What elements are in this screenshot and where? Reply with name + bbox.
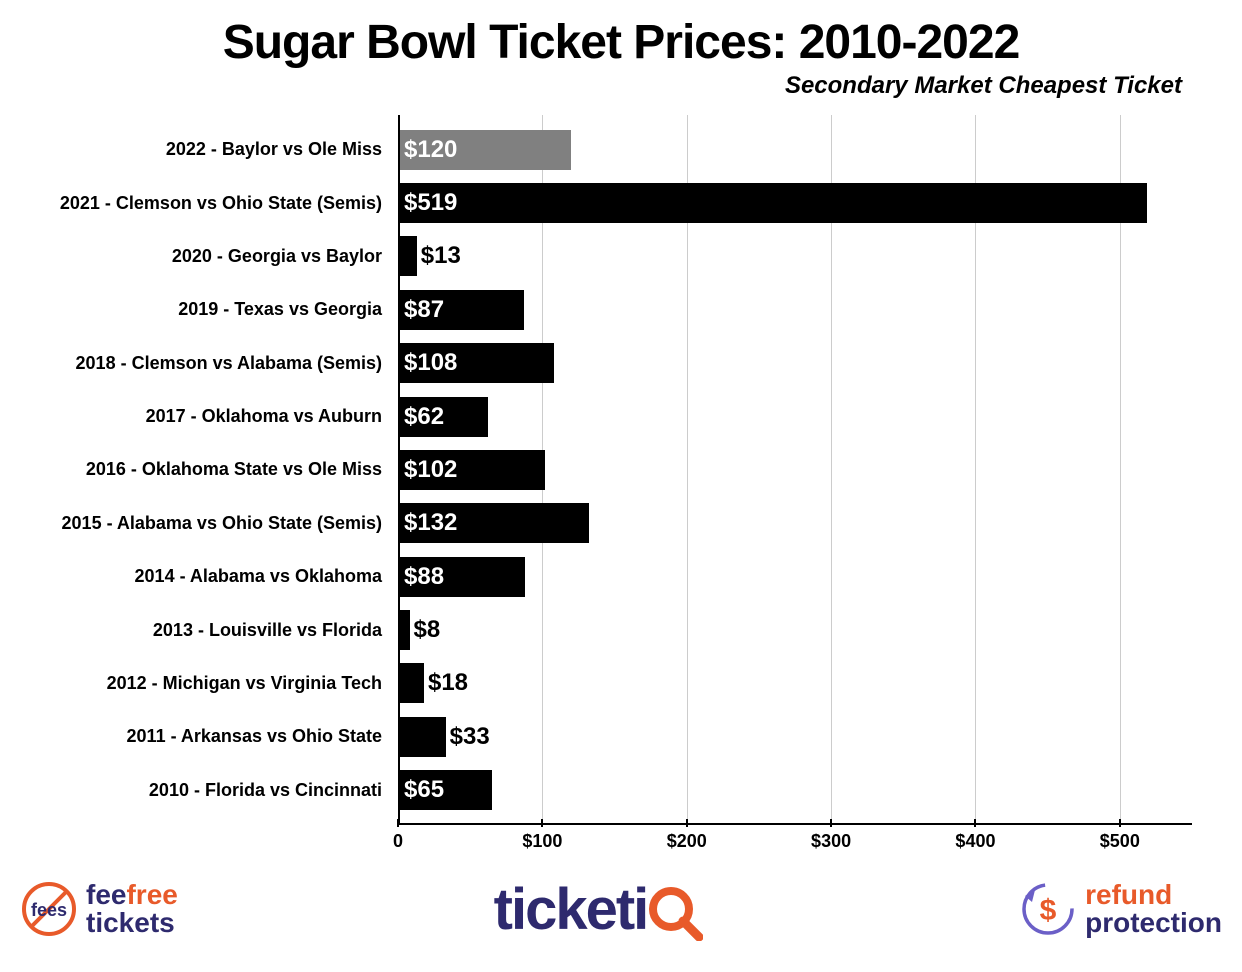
category-label: 2016 - Oklahoma State vs Ole Miss xyxy=(40,450,390,490)
category-label: 2017 - Oklahoma vs Auburn xyxy=(40,397,390,437)
bar-row: $120 xyxy=(398,130,1192,170)
feefree-logo: fees feefree tickets xyxy=(20,880,178,938)
y-axis-labels: 2022 - Baylor vs Ole Miss 2021 - Clemson … xyxy=(40,115,390,825)
x-tick-label: $400 xyxy=(955,831,995,852)
y-axis-line xyxy=(398,115,400,825)
bar-value-label: $8 xyxy=(414,616,441,644)
bar xyxy=(398,717,446,757)
bar-row: $62 xyxy=(398,397,1192,437)
bar-value-label: $87 xyxy=(404,296,444,324)
bar-value-label: $18 xyxy=(428,669,468,697)
category-label: 2019 - Texas vs Georgia xyxy=(40,290,390,330)
category-label: 2014 - Alabama vs Oklahoma xyxy=(40,557,390,597)
category-label: 2021 - Clemson vs Ohio State (Semis) xyxy=(40,183,390,223)
footer-logos: fees feefree tickets ticketi $ refund pr… xyxy=(20,864,1222,954)
category-label: 2020 - Georgia vs Baylor xyxy=(40,236,390,276)
bar-value-label: $102 xyxy=(404,456,457,484)
chart-area: 2022 - Baylor vs Ole Miss 2021 - Clemson … xyxy=(40,115,1202,855)
bar-row: $108 xyxy=(398,343,1192,383)
bar-row: $87 xyxy=(398,290,1192,330)
bar-row: $102 xyxy=(398,450,1192,490)
x-tick-label: $200 xyxy=(667,831,707,852)
bar-value-label: $108 xyxy=(404,349,457,377)
bar-value-label: $13 xyxy=(421,242,461,270)
bar-value-label: $62 xyxy=(404,403,444,431)
feefree-line1: feefree xyxy=(86,881,178,909)
bar-row: $18 xyxy=(398,663,1192,703)
category-label: 2011 - Arkansas vs Ohio State xyxy=(40,717,390,757)
bar xyxy=(398,236,417,276)
bar-row: $519 xyxy=(398,183,1192,223)
bar-value-label: $88 xyxy=(404,563,444,591)
bar-value-label: $65 xyxy=(404,776,444,804)
magnifier-q-icon xyxy=(647,885,703,941)
x-tick-label: $500 xyxy=(1100,831,1140,852)
refund-line1: refund xyxy=(1085,881,1222,909)
bar xyxy=(398,663,424,703)
ticketiq-logo: ticketi xyxy=(494,876,704,943)
x-axis-labels: 0$100$200$300$400$500 xyxy=(398,827,1192,855)
plot-area: $120 $519 $13 $87 $108 $62 $102 $132 $88 $8 $18 $33… xyxy=(398,115,1192,825)
chart-subtitle: Secondary Market Cheapest Ticket xyxy=(20,72,1222,100)
bar-value-label: $120 xyxy=(404,136,457,164)
no-fees-icon: fees xyxy=(20,880,78,938)
bar-row: $13 xyxy=(398,236,1192,276)
bar-row: $8 xyxy=(398,610,1192,650)
category-label: 2022 - Baylor vs Ole Miss xyxy=(40,130,390,170)
category-label: 2015 - Alabama vs Ohio State (Semis) xyxy=(40,503,390,543)
refund-line2: protection xyxy=(1085,909,1222,937)
x-tick-label: $100 xyxy=(522,831,562,852)
bar-value-label: $132 xyxy=(404,509,457,537)
refund-logo: $ refund protection xyxy=(1019,880,1222,938)
bar-value-label: $33 xyxy=(450,723,490,751)
bar-row: $88 xyxy=(398,557,1192,597)
svg-text:$: $ xyxy=(1040,894,1057,927)
chart-title: Sugar Bowl Ticket Prices: 2010-2022 xyxy=(20,15,1222,70)
svg-text:fees: fees xyxy=(31,900,67,920)
bar-value-label: $519 xyxy=(404,189,457,217)
category-label: 2010 - Florida vs Cincinnati xyxy=(40,770,390,810)
bars-container: $120 $519 $13 $87 $108 $62 $102 $132 $88 $8 $18 $33… xyxy=(398,115,1192,825)
x-axis-line xyxy=(398,823,1192,825)
feefree-line2: tickets xyxy=(86,909,178,937)
x-tick-label: 0 xyxy=(393,831,403,852)
x-tick-label: $300 xyxy=(811,831,851,852)
bar xyxy=(398,183,1147,223)
category-label: 2012 - Michigan vs Virginia Tech xyxy=(40,663,390,703)
bar-row: $65 xyxy=(398,770,1192,810)
category-label: 2013 - Louisville vs Florida xyxy=(40,610,390,650)
category-label: 2018 - Clemson vs Alabama (Semis) xyxy=(40,343,390,383)
bar-row: $132 xyxy=(398,503,1192,543)
bar-row: $33 xyxy=(398,717,1192,757)
refund-icon: $ xyxy=(1019,880,1077,938)
